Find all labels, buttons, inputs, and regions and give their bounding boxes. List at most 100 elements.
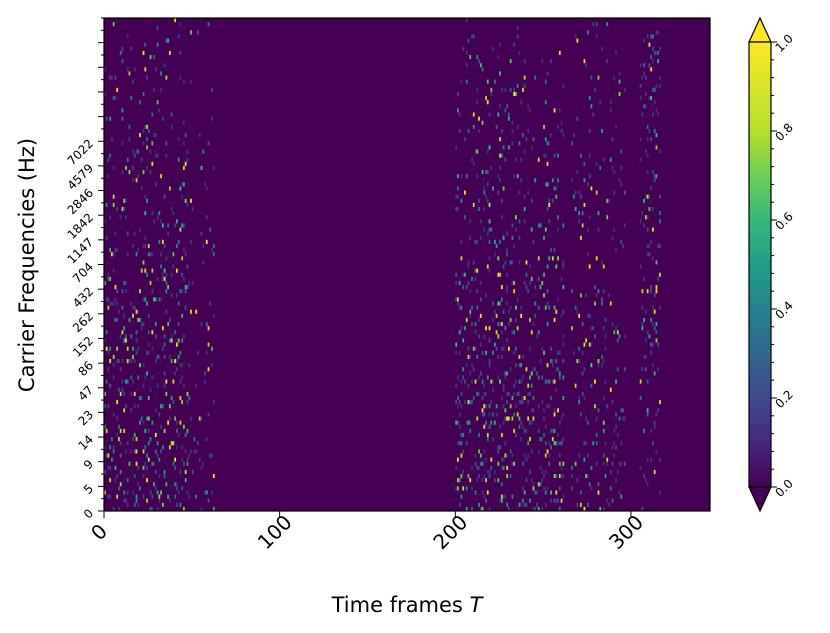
heatmap-cell	[502, 346, 505, 351]
heatmap-cell	[154, 67, 157, 72]
heatmap-cell	[541, 400, 544, 405]
heatmap-cell	[116, 206, 119, 212]
heatmap-cell	[602, 453, 605, 458]
heatmap-cell	[132, 379, 134, 384]
heatmap-cell	[618, 461, 621, 466]
heatmap-cell	[543, 432, 545, 438]
heatmap-cell	[522, 400, 524, 405]
heatmap-cell	[585, 441, 588, 446]
heatmap-cell	[135, 437, 138, 442]
heatmap-cell	[641, 75, 644, 80]
heatmap-cell	[193, 437, 196, 442]
heatmap-cell	[469, 235, 472, 240]
heatmap-cell	[530, 330, 533, 335]
heatmap-cell	[123, 428, 126, 433]
heatmap-cell	[530, 420, 533, 425]
heatmap-cell	[109, 358, 112, 364]
heatmap-cell	[139, 227, 141, 232]
heatmap-cell	[186, 149, 189, 154]
heatmap-cell	[655, 412, 658, 417]
heatmap-cell	[500, 322, 503, 327]
heatmap-cell	[546, 449, 549, 454]
heatmap-cell	[483, 404, 486, 409]
heatmap-cell	[504, 87, 507, 92]
heatmap-cell	[495, 243, 498, 249]
heatmap-cell	[543, 486, 545, 491]
heatmap-cell	[177, 322, 180, 327]
heatmap-cell	[502, 465, 505, 470]
heatmap-cell	[119, 441, 122, 446]
heatmap-cell	[493, 469, 496, 475]
heatmap-cell	[142, 50, 145, 55]
heatmap-cell	[558, 50, 561, 55]
heatmap-cell	[553, 441, 556, 446]
heatmap-cell	[176, 342, 178, 347]
heatmap-cell	[488, 326, 491, 331]
heatmap-cell	[515, 305, 517, 310]
heatmap-cell	[126, 379, 129, 384]
heatmap-cell	[650, 186, 653, 191]
heatmap-cell	[109, 494, 112, 499]
y-tick-label: 262	[70, 309, 96, 335]
heatmap-cell	[646, 379, 649, 384]
heatmap-cell	[493, 252, 496, 257]
heatmap-cell	[553, 474, 556, 479]
heatmap-cell	[202, 149, 205, 154]
heatmap-cell	[125, 165, 127, 171]
heatmap-cell	[107, 305, 110, 310]
heatmap-cell	[118, 437, 120, 442]
heatmap-cell	[601, 46, 603, 51]
heatmap-cell	[163, 354, 166, 359]
heatmap-cell	[462, 375, 465, 380]
heatmap-cell	[125, 280, 127, 286]
heatmap-cell	[176, 445, 178, 450]
heatmap-cell	[597, 363, 600, 368]
heatmap-cell	[471, 34, 473, 39]
heatmap-cell	[650, 428, 653, 433]
heatmap-cell	[659, 305, 661, 310]
heatmap-cell	[165, 256, 168, 261]
heatmap-cell	[126, 441, 129, 446]
heatmap-cell	[176, 482, 178, 487]
heatmap-cell	[639, 465, 642, 470]
heatmap-cell	[170, 206, 173, 212]
heatmap-cell	[107, 174, 110, 179]
heatmap-cell	[133, 153, 136, 158]
heatmap-cell	[595, 22, 598, 27]
heatmap-cell	[142, 322, 145, 327]
heatmap-cell	[476, 305, 479, 310]
heatmap-cell	[457, 375, 459, 380]
heatmap-cell	[601, 260, 603, 265]
heatmap-cell	[161, 346, 164, 351]
heatmap-cell	[523, 83, 526, 88]
heatmap-cell	[620, 494, 623, 499]
heatmap-cell	[557, 408, 559, 413]
heatmap-cell	[479, 280, 482, 286]
heatmap-cell	[486, 198, 489, 203]
heatmap-cell	[557, 153, 559, 158]
heatmap-cell	[205, 215, 208, 220]
heatmap-cell	[154, 469, 157, 475]
heatmap-cell	[530, 276, 533, 281]
heatmap-cell	[492, 379, 494, 384]
heatmap-cell	[500, 346, 503, 351]
heatmap-cell	[578, 219, 581, 224]
heatmap-cell	[499, 379, 501, 384]
heatmap-cell	[464, 326, 466, 331]
heatmap-cell	[544, 502, 547, 507]
heatmap-cell	[639, 264, 642, 269]
heatmap-cell	[511, 395, 514, 401]
heatmap-cell	[546, 71, 549, 76]
heatmap-cell	[137, 346, 140, 351]
heatmap-cell	[167, 494, 169, 499]
heatmap-cell	[142, 297, 145, 302]
heatmap-cell	[560, 416, 563, 421]
heatmap-cell	[492, 437, 494, 442]
heatmap-cell	[506, 285, 508, 290]
heatmap-cell	[204, 182, 206, 187]
heatmap-cell	[497, 301, 500, 306]
heatmap-cell	[576, 358, 579, 364]
heatmap-cell	[518, 219, 521, 224]
heatmap-cell	[146, 498, 148, 503]
heatmap-cell	[211, 363, 213, 368]
